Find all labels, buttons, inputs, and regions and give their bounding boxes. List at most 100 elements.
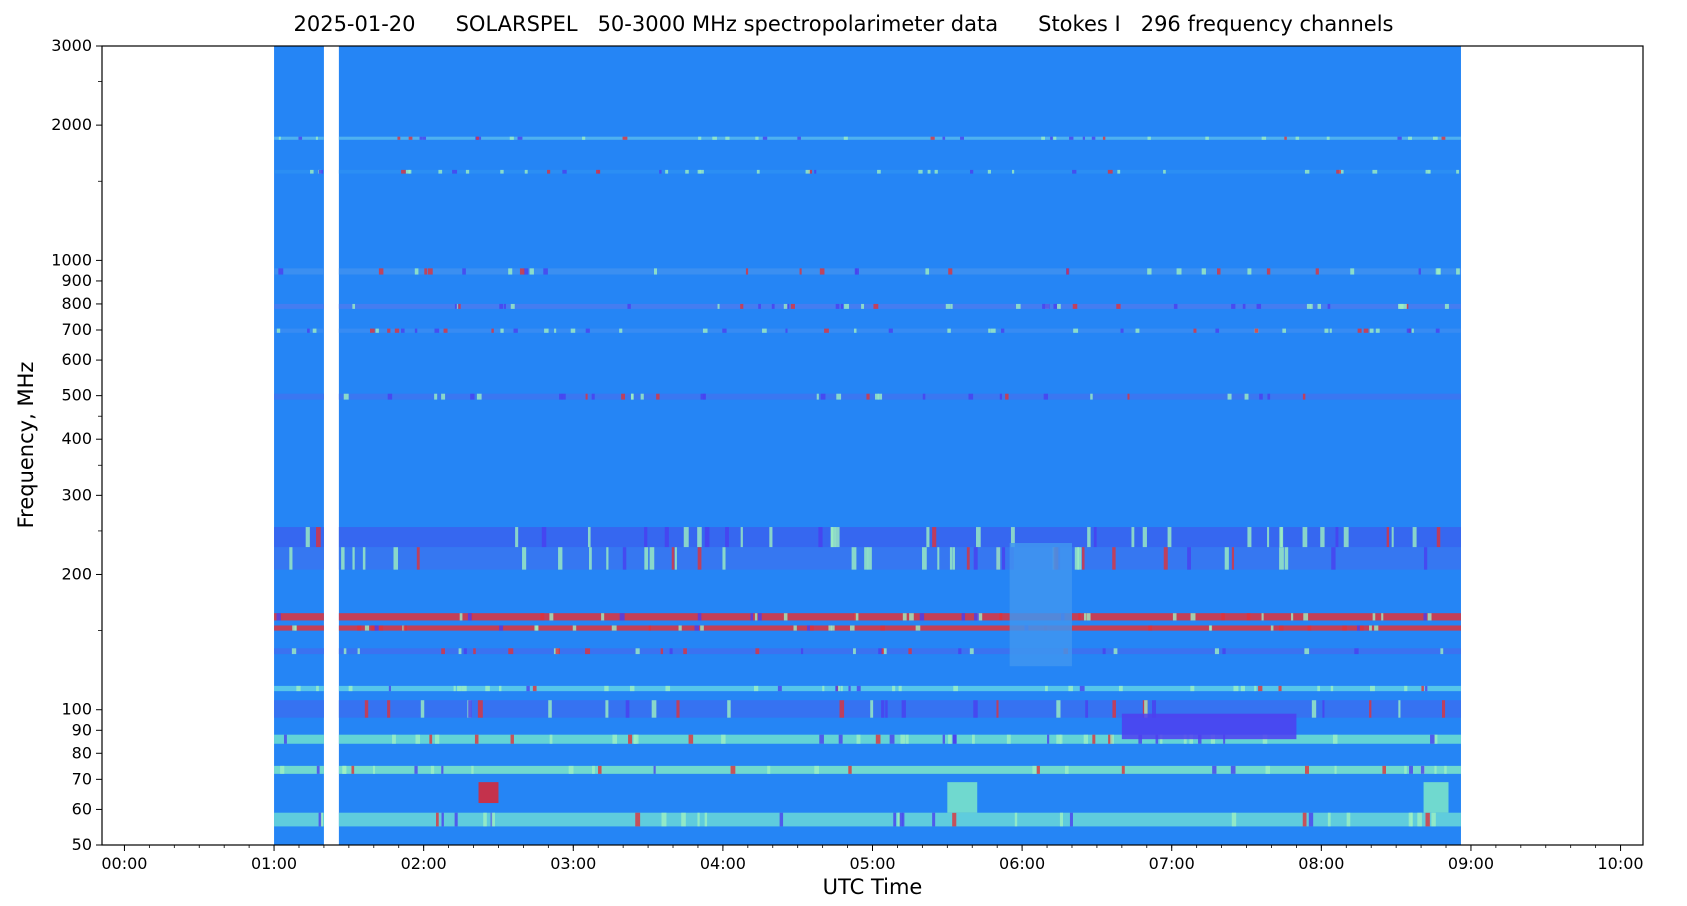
band-speckle [767,765,771,774]
band-speckle [777,685,782,692]
band-speckle [522,547,527,570]
band-speckle [1214,648,1220,655]
band-speckle [276,613,281,621]
band-speckle [434,393,438,400]
band-speckle [459,613,463,621]
band-speckle [1036,765,1040,774]
band-speckle [973,700,978,718]
band-speckle [1408,812,1413,827]
band-speckle [873,303,879,309]
band-speckle [905,734,909,744]
band-speckle [364,625,370,631]
band-speckle [856,734,861,744]
band-speckle [559,393,563,400]
band-speckle [1011,169,1015,174]
band-speckle [1441,136,1446,140]
band-speckle [648,625,651,631]
band-speckle [1444,765,1447,774]
band-speckle [990,328,996,333]
band-speckle [840,303,843,309]
band-speckle [420,700,425,718]
band-speckle [1102,648,1106,655]
y-tick-label-10: 600 [61,350,92,369]
band-speckle [745,268,749,275]
band-speckle [800,648,804,655]
band-speckle [416,547,420,570]
band-speckle [1087,527,1091,548]
band-speckle [619,613,625,621]
band-speckle [619,328,623,333]
band-speckle [1155,734,1159,744]
band-speckle [1423,547,1428,570]
band-speckle [1138,734,1143,744]
band-speckle [458,303,461,309]
band-speckle [697,527,702,548]
band-speckle [435,812,439,827]
band-speckle [499,625,504,631]
band-speckle [1302,393,1306,400]
band-speckle [463,648,467,655]
band-speckle [278,268,284,275]
frequency-band-0-5 [274,393,324,400]
band-speckle [541,527,547,548]
band-speckle [848,685,851,692]
band-speckle [305,527,310,548]
band-speckle [947,328,951,333]
band-speckle [535,625,539,631]
band-speckle [808,169,813,174]
band-speckle [969,169,974,174]
band-speckle [937,547,940,570]
band-speckle [1072,169,1077,174]
band-speckle [414,765,418,774]
band-speckle [635,648,640,655]
frequency-band-0-1 [274,169,324,174]
band-speckle [1270,625,1274,631]
band-speckle [1406,328,1412,333]
band-speckle [848,765,852,774]
band-speckle [510,303,515,309]
band-speckle [1086,613,1091,621]
band-speckle [1247,268,1252,275]
band-speckle [880,625,885,631]
band-speckle [1016,303,1021,309]
band-speckle [1073,328,1079,333]
band-speckle [1001,547,1006,570]
burst-3 [1009,542,1072,667]
x-tick-label-2: 02:00 [401,854,447,873]
band-speckle [1256,303,1262,309]
band-speckle [1331,547,1336,570]
band-speckle [950,303,953,309]
band-speckle [491,328,494,333]
band-speckle [1357,625,1361,631]
band-speckle [838,685,841,692]
band-speckle [1116,303,1121,309]
band-speckle [476,393,482,400]
band-speckle [292,625,297,631]
frequency-band-1-2 [338,268,1461,275]
band-speckle [651,700,657,718]
band-speckle [1369,328,1374,333]
band-speckle [508,268,513,275]
band-speckle [851,547,857,570]
band-speckle [756,169,760,174]
frequency-band-1-14 [338,765,1461,774]
band-speckle [996,700,999,718]
band-speckle [960,136,965,140]
band-speckle [740,303,744,309]
band-speckle [1172,613,1177,621]
band-speckle [1327,812,1331,827]
band-speckle [517,136,523,140]
band-speckle [1436,527,1441,548]
band-speckle [296,685,301,692]
band-speckle [1265,765,1271,774]
band-speckle [289,547,293,570]
band-speckle [1081,547,1085,570]
band-speckle [961,613,966,621]
x-tick-label-7: 07:00 [1149,854,1195,873]
y-tick-label-0: 50 [72,835,92,854]
band-speckle [315,136,318,140]
band-speckle [387,700,391,718]
band-speckle [1363,328,1369,333]
band-speckle [925,268,930,275]
band-speckle [513,328,518,333]
